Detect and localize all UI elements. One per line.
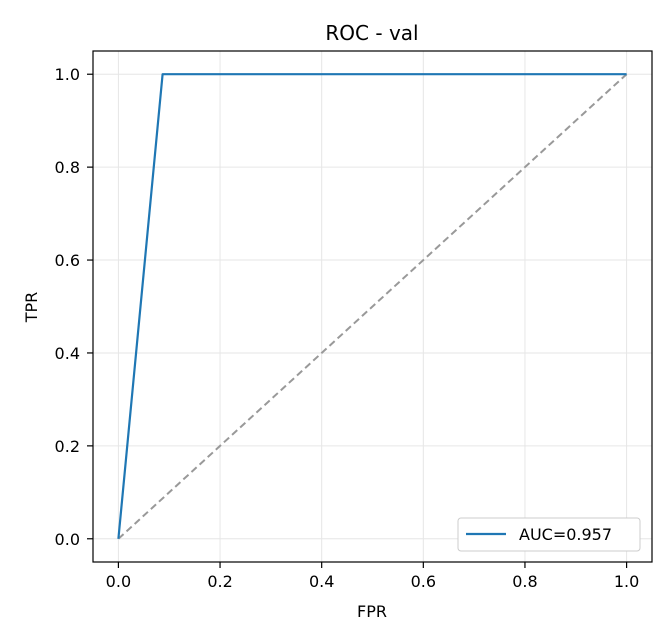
y-tick-label: 0.8 — [55, 158, 80, 177]
x-tick-label: 1.0 — [614, 572, 639, 591]
x-tick-label: 0.0 — [106, 572, 131, 591]
grid — [93, 51, 652, 562]
y-tick-label: 1.0 — [55, 65, 80, 84]
x-tick-label: 0.8 — [512, 572, 537, 591]
x-axis-label: FPR — [357, 602, 387, 621]
plot-frame — [92, 50, 653, 563]
chart-title: ROC - val — [325, 21, 418, 45]
y-tick-label: 0.6 — [55, 251, 80, 270]
ticks: 0.0 0.2 0.4 0.6 0.8 1.0 0.0 0.2 0.4 0.6 0.8 1.0 — [55, 65, 640, 591]
x-tick-label: 0.6 — [411, 572, 436, 591]
x-tick-label: 0.2 — [207, 572, 232, 591]
y-tick-label: 0.2 — [55, 437, 80, 456]
x-tick-label: 0.4 — [309, 572, 334, 591]
legend-label: AUC=0.957 — [519, 525, 612, 544]
series-layer — [117, 73, 628, 540]
legend-box — [457, 517, 641, 552]
y-tick-label: 0.0 — [55, 530, 80, 549]
roc-curve-line — [117, 73, 627, 539]
y-tick-label: 0.4 — [55, 344, 80, 363]
y-axis-label: TPR — [22, 292, 41, 324]
legend: AUC=0.957 — [457, 517, 641, 552]
chance-diagonal-line — [117, 73, 628, 540]
